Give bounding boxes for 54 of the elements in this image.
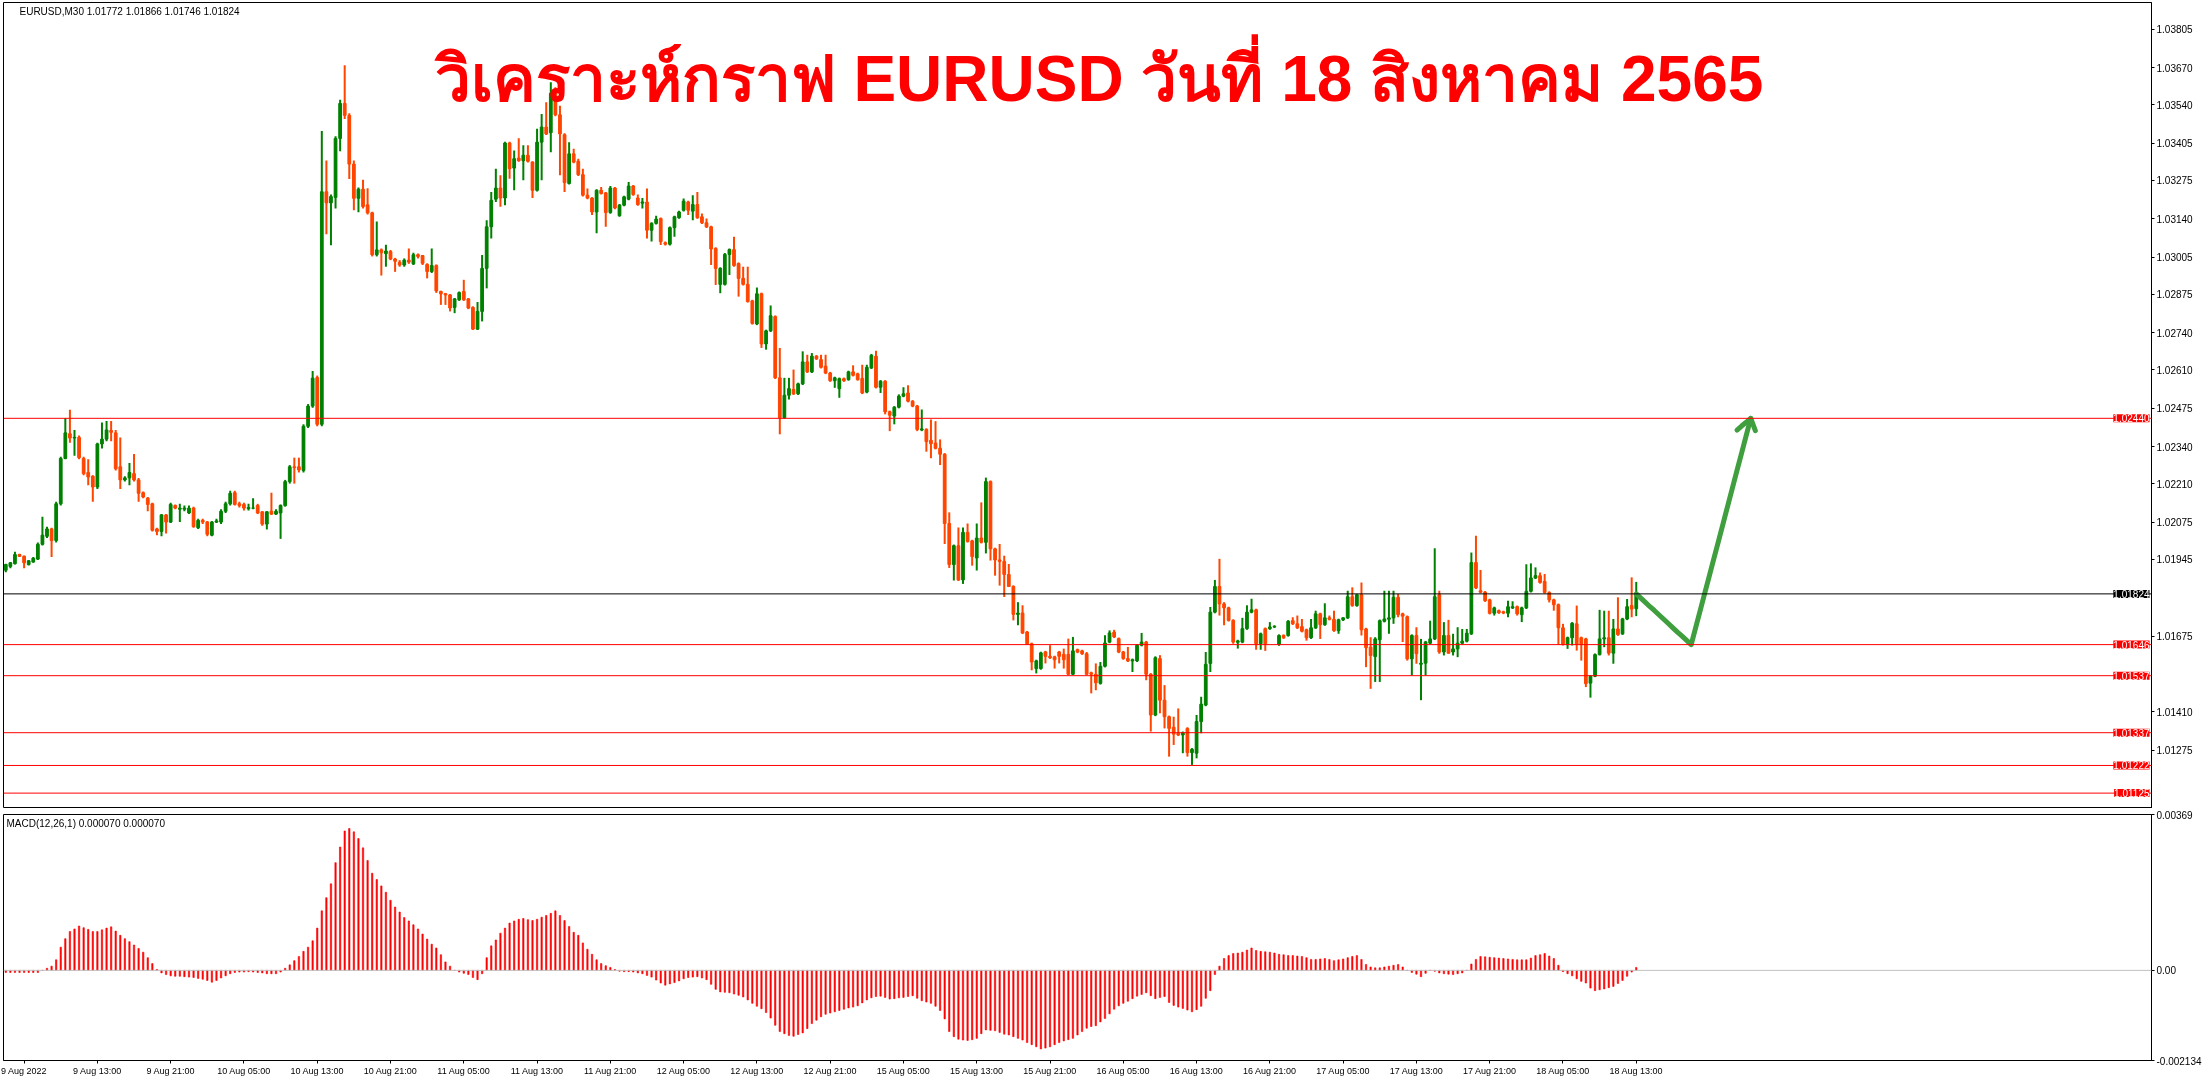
x-tick-label: 12 Aug 05:00 (656, 1065, 710, 1076)
ref-line-label: 1.01125 (2114, 788, 2150, 800)
y-tick-label: 1.02210 (2156, 478, 2194, 490)
x-tick-label: 12 Aug 21:00 (803, 1065, 857, 1076)
x-tick-label: 9 Aug 2022 (1, 1065, 47, 1076)
y-tick-label: 1.02340 (2156, 441, 2194, 453)
chart-title: MACD(12,26,1) 0.000070 0.000070 (6, 817, 166, 829)
y-tick-label: 1.02740 (2156, 327, 2194, 339)
y-tick-label: 1.01275 (2156, 745, 2194, 757)
ref-line-label: 1.01537 (2113, 670, 2150, 682)
y-tick-label: 1.03540 (2156, 99, 2194, 111)
y-tick-label: 1.03275 (2156, 175, 2194, 187)
y-tick-label: 1.03405 (2156, 138, 2194, 150)
x-tick-label: 12 Aug 13:00 (730, 1065, 784, 1076)
ref-line-label: 1.01646 (2113, 639, 2150, 651)
x-tick-label: 11 Aug 21:00 (583, 1065, 637, 1076)
x-tick-label: 9 Aug 21:00 (146, 1065, 195, 1076)
y-tick-label: 1.03805 (2156, 24, 2194, 36)
ref-line-label: 1.02440 (2113, 413, 2150, 425)
x-tick-label: 16 Aug 05:00 (1096, 1065, 1150, 1076)
x-tick-label: 16 Aug 21:00 (1243, 1065, 1297, 1076)
ref-line-label: 1.01337 (2113, 727, 2150, 739)
x-tick-label: 10 Aug 21:00 (363, 1065, 417, 1076)
x-tick-label: 16 Aug 13:00 (1169, 1065, 1223, 1076)
y-tick-label: 1.03670 (2156, 62, 2194, 74)
y-tick-label: -0.002134 (2156, 1055, 2202, 1067)
y-tick-label: 1.01410 (2156, 706, 2194, 718)
y-tick-label: 1.03140 (2156, 213, 2194, 225)
ref-line-label: 1.01824 (2113, 588, 2150, 600)
x-tick-label: 9 Aug 13:00 (73, 1065, 122, 1076)
x-tick-label: 17 Aug 21:00 (1462, 1065, 1516, 1076)
x-tick-label: 10 Aug 13:00 (290, 1065, 344, 1076)
y-tick-label: 0.00 (2156, 965, 2177, 977)
y-tick-label: 1.02875 (2156, 289, 2194, 301)
x-tick-label: 11 Aug 13:00 (510, 1065, 564, 1076)
x-tick-label: 18 Aug 13:00 (1609, 1065, 1663, 1076)
x-tick-label: 17 Aug 05:00 (1316, 1065, 1370, 1076)
ref-line-label: 1.01222 (2113, 760, 2150, 772)
x-tick-label: 15 Aug 05:00 (876, 1065, 930, 1076)
y-tick-label: 1.02610 (2156, 364, 2194, 376)
x-tick-label: 15 Aug 21:00 (1023, 1065, 1077, 1076)
y-tick-label: 1.02075 (2156, 517, 2194, 529)
y-tick-label: 1.03005 (2156, 252, 2194, 264)
y-tick-label: 1.01945 (2156, 554, 2194, 566)
x-tick-label: 18 Aug 05:00 (1536, 1065, 1590, 1076)
x-tick-label: 10 Aug 05:00 (217, 1065, 271, 1076)
y-tick-label: 1.01675 (2156, 631, 2194, 643)
y-tick-label: 1.02475 (2156, 403, 2194, 415)
x-tick-label: 15 Aug 13:00 (949, 1065, 1004, 1076)
annotation: EURUSD,M30 1.01772 1.01866 1.01746 1.01824 (19, 5, 241, 17)
x-tick-label: 17 Aug 13:00 (1389, 1065, 1443, 1076)
y-tick-label: 0.00369 (2156, 809, 2194, 821)
text: วิเคราะห์กราฟ EURUSD วันที่ 18 สิงหาคม 2565 (433, 33, 1764, 115)
x-tick-label: 11 Aug 05:00 (437, 1065, 490, 1076)
